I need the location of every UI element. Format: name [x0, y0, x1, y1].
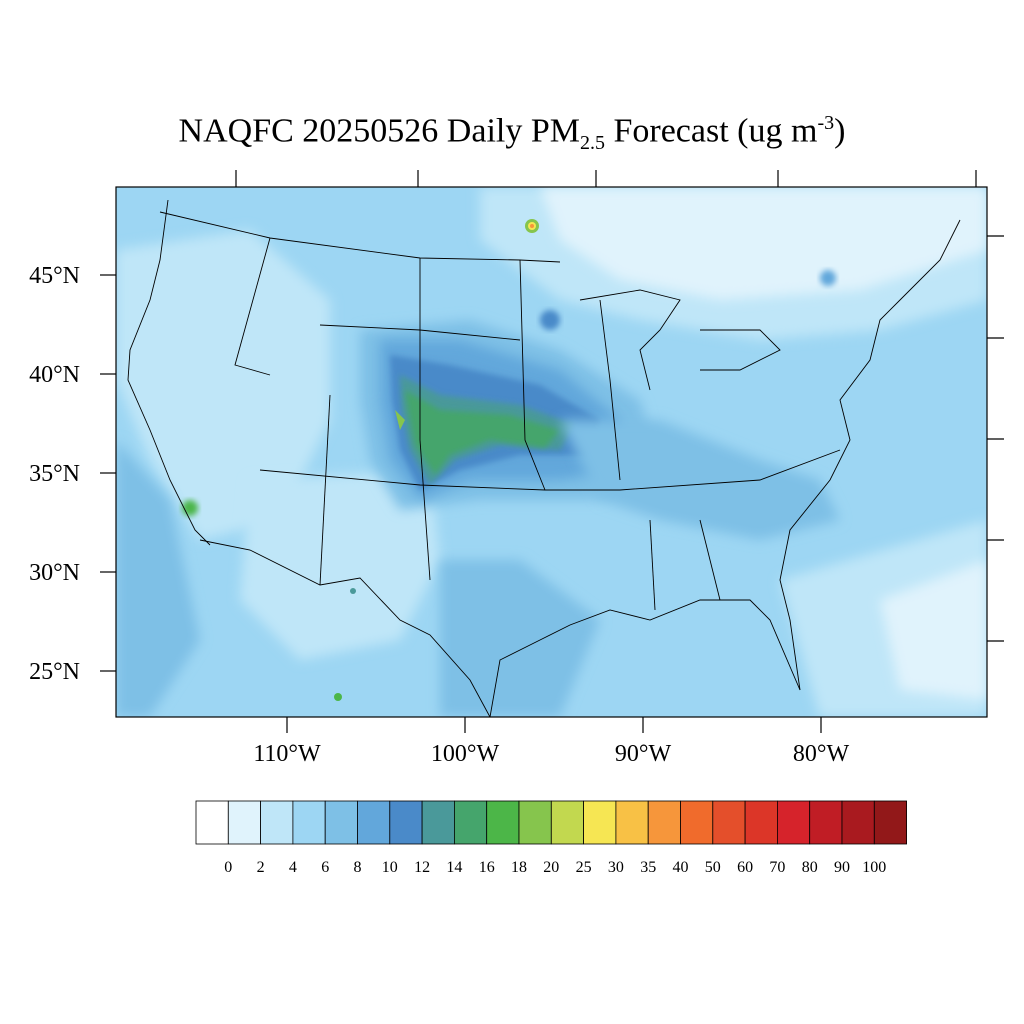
colorbar-swatch [292, 800, 326, 845]
colorbar-label: 60 [737, 859, 753, 876]
colorbar-label: 4 [289, 859, 297, 876]
colorbar-swatch [260, 800, 294, 845]
colorbar-swatch [744, 800, 778, 845]
colorbar-label: 8 [354, 859, 362, 876]
colorbar-label: 50 [705, 859, 721, 876]
colorbar-swatch [357, 800, 391, 845]
colorbar-label: 70 [769, 859, 785, 876]
title-prefix: NAQFC 20250526 Daily PM [178, 112, 580, 150]
colorbar-label: 80 [802, 859, 818, 876]
colorbar-swatch [809, 800, 843, 845]
lat-label-35: 35°N [29, 461, 80, 487]
colorbar: 0 2 4 6 8 10 12 14 16 18 20 25 30 35 40 50 60 70 80 90 100 [195, 800, 907, 876]
frame-ticks [100, 170, 1004, 733]
title-superscript: -3 [817, 112, 835, 134]
lon-label-100w: 100°W [431, 741, 500, 767]
colorbar-label: 90 [834, 859, 850, 876]
colorbar-swatch [647, 800, 681, 845]
colorbar-swatch [486, 800, 520, 845]
title-subscript: 2.5 [579, 132, 605, 155]
colorbar-swatch [550, 800, 584, 845]
colorbar-swatch [841, 800, 875, 845]
latitude-labels: 45°N 40°N 35°N 30°N 25°N [29, 263, 80, 685]
colorbar-swatch [777, 800, 811, 845]
boundaries [127, 199, 961, 717]
colorbar-label: 0 [224, 859, 232, 876]
colorbar-swatch [195, 800, 229, 845]
colorbar-label: 30 [608, 859, 624, 876]
colorbar-swatch [389, 800, 423, 845]
lon-label-90w: 90°W [615, 741, 672, 767]
colorbar-swatch [873, 800, 907, 845]
colorbar-label: 18 [511, 859, 527, 876]
lat-label-45: 45°N [29, 263, 80, 289]
colorbar-swatch [324, 800, 358, 845]
title-suffix: ) [834, 112, 846, 150]
colorbar-swatch [583, 800, 617, 845]
colorbar-label: 12 [414, 859, 430, 876]
colorbar-swatch [421, 800, 455, 845]
lat-label-30: 30°N [29, 560, 80, 586]
colorbar-label: 40 [673, 859, 689, 876]
pm25-field [116, 187, 987, 717]
colorbar-label: 16 [479, 859, 495, 876]
colorbar-label: 14 [446, 859, 462, 876]
colorbar-label: 20 [543, 859, 559, 876]
colorbar-swatch [518, 800, 552, 845]
colorbar-label: 35 [640, 859, 656, 876]
colorbar-swatch [615, 800, 649, 845]
colorbar-swatch [227, 800, 262, 845]
colorbar-label: 2 [257, 859, 265, 876]
colorbar-label: 6 [321, 859, 329, 876]
lon-label-80w: 80°W [793, 741, 850, 767]
lat-label-25: 25°N [29, 659, 80, 685]
colorbar-label: 100 [862, 859, 886, 876]
colorbar-swatch [453, 800, 488, 845]
map-title: NAQFC 20250526 Daily PM2.5 Forecast (ug … [0, 112, 1024, 155]
colorbar-swatch [712, 800, 746, 845]
colorbar-label: 10 [382, 859, 398, 876]
longitude-labels: 110°W 100°W 90°W 80°W [253, 741, 849, 767]
lat-label-40: 40°N [29, 362, 80, 388]
colorbar-swatch [680, 800, 714, 845]
colorbar-label: 25 [576, 859, 592, 876]
title-mid: Forecast (ug m [604, 112, 818, 150]
lon-label-110w: 110°W [253, 741, 321, 767]
map-frame [115, 186, 988, 718]
